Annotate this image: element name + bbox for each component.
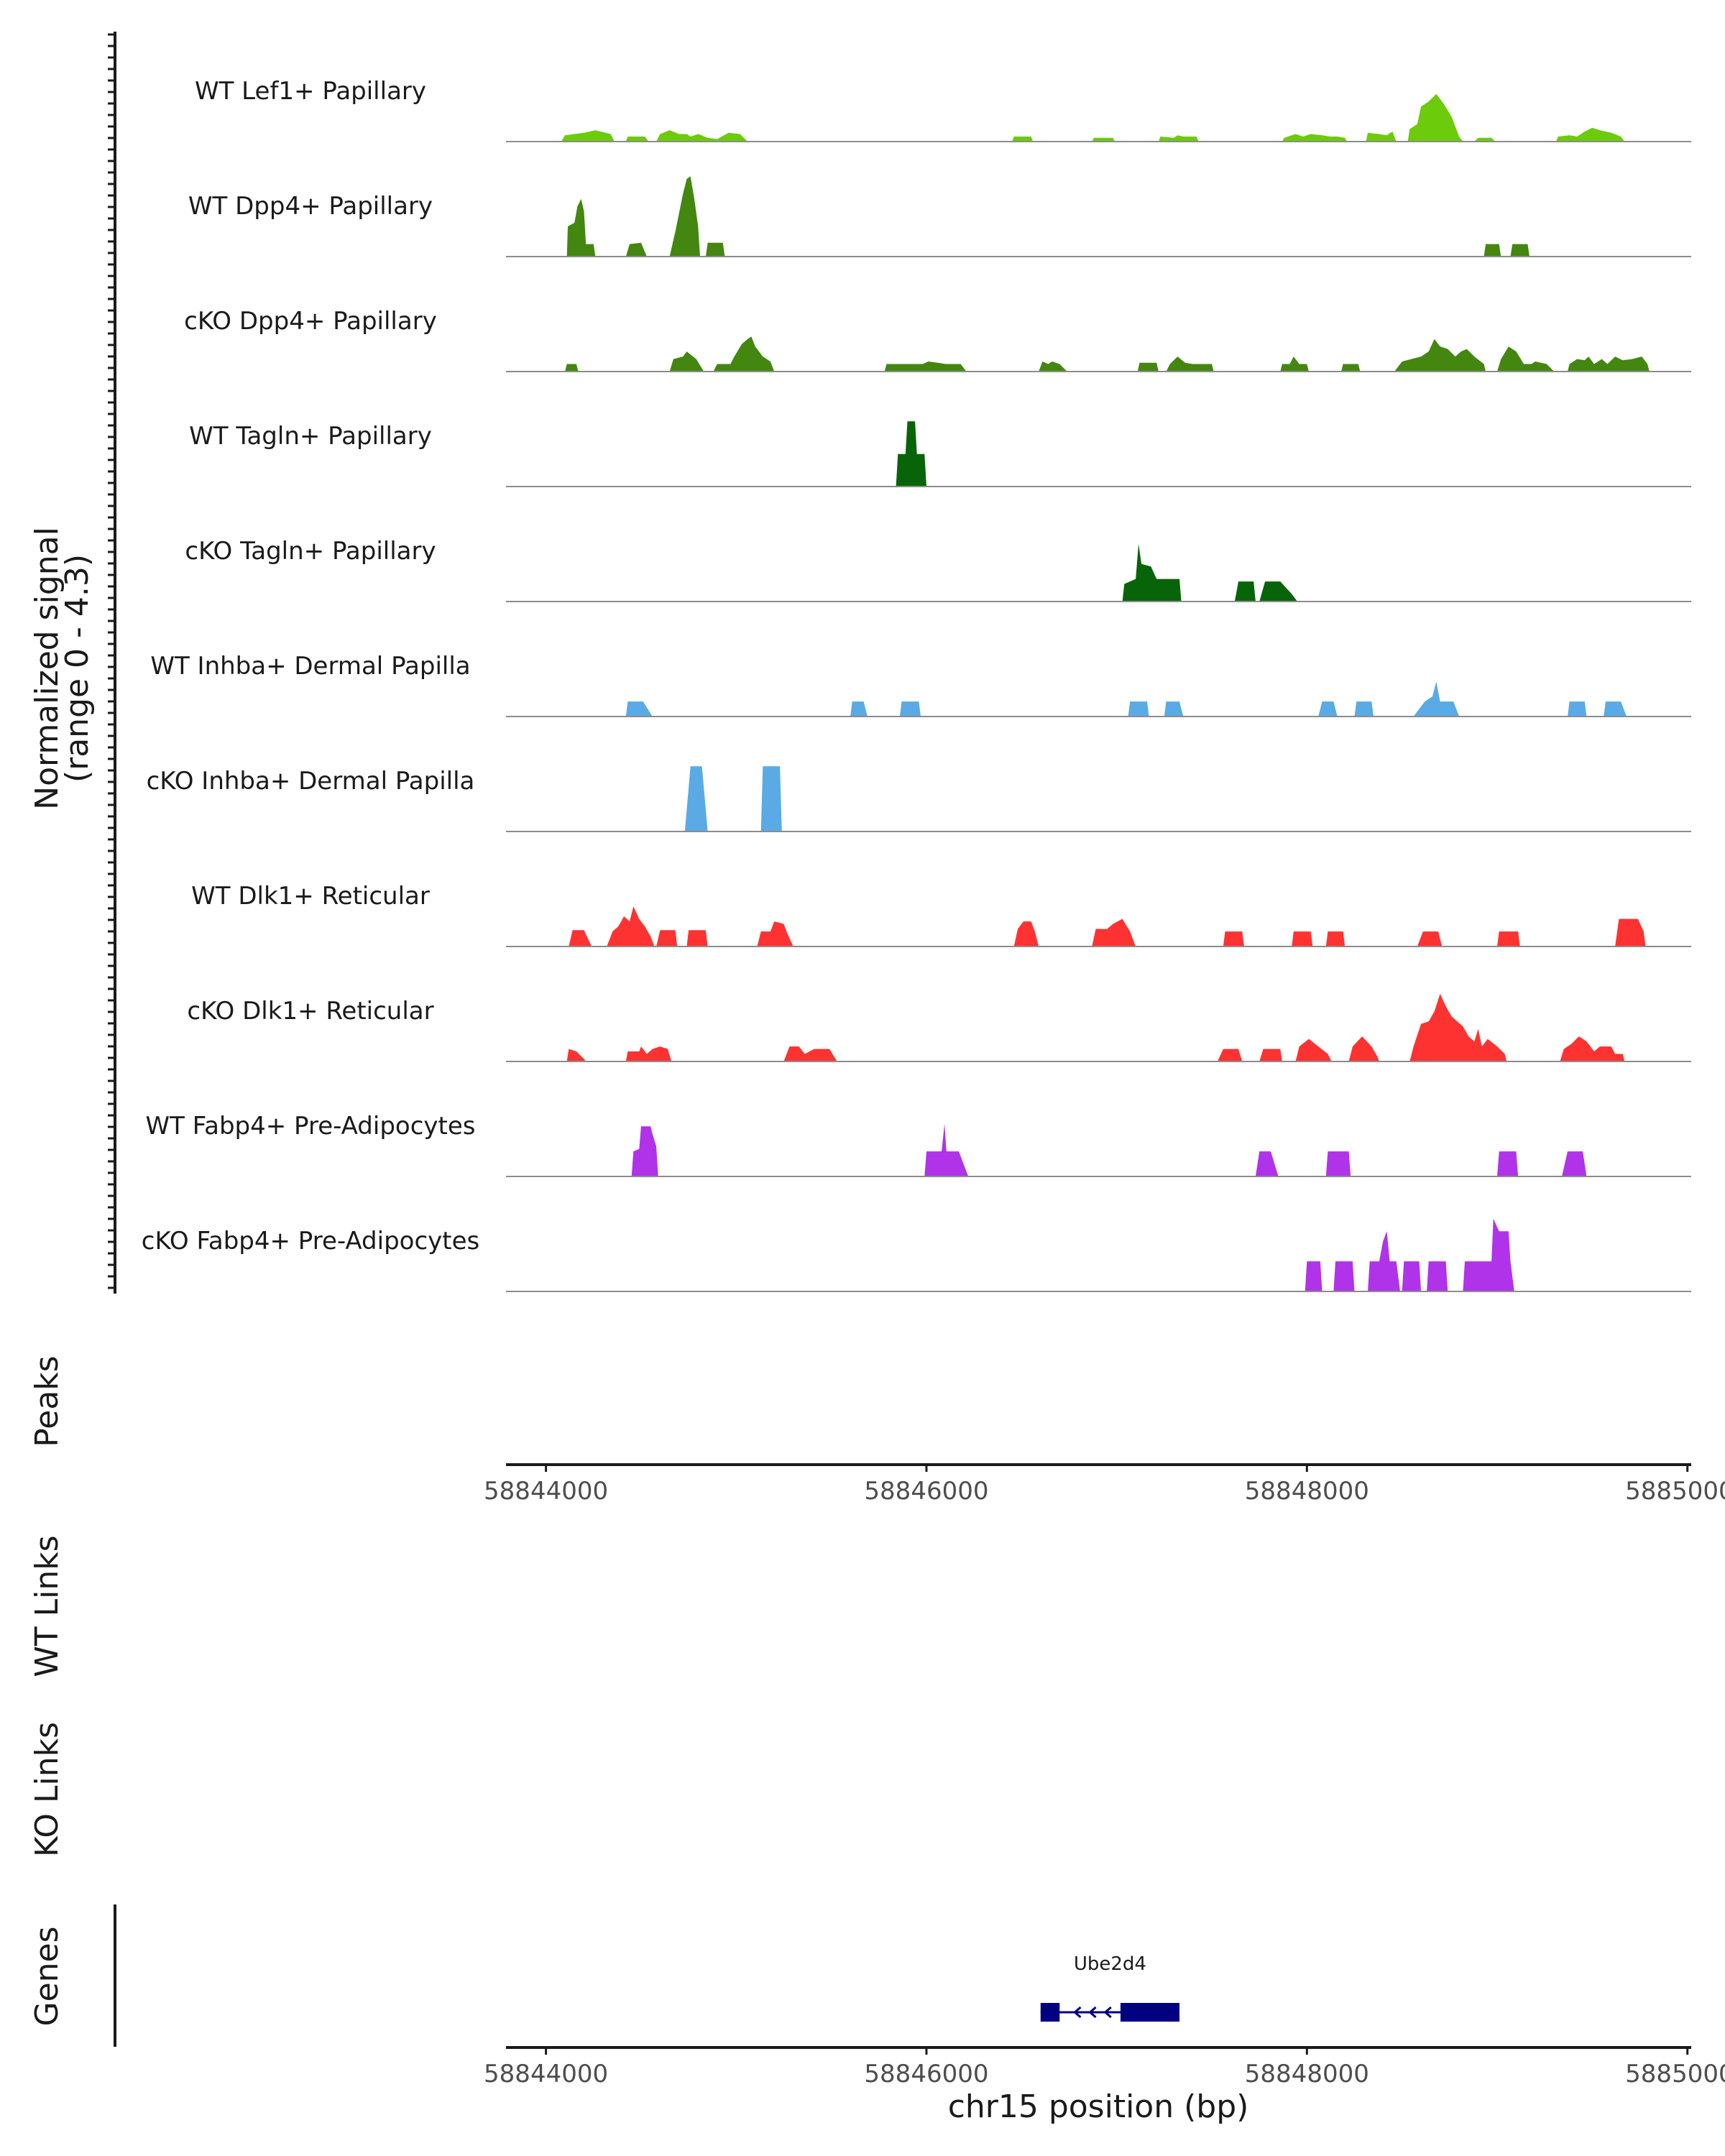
genes-x-axis-ticks: 58844000 58846000 58848000 58850000 (484, 2047, 1725, 2088)
track-label-cko-inhba-dermal-papilla: cKO Inhba+ Dermal Papilla (147, 767, 475, 796)
peaks-panel: Peaks 58844000 58846000 58848000 58850000 (29, 1355, 1725, 1506)
track-label-wt-dlk1-reticular: WT Dlk1+ Reticular (191, 882, 430, 911)
coverage-y-axis-title-line1: Normalized signal (29, 527, 65, 810)
x-axis-title: chr15 position (bp) (948, 2088, 1249, 2125)
track-wt-dpp4-papillary: WT Dpp4+ Papillary (188, 176, 1691, 257)
genes-x-tick-label: 58850000 (1625, 2060, 1725, 2088)
gene-label-ube2d4: Ube2d4 (1074, 1953, 1146, 1975)
track-label-cko-dlk1-reticular: cKO Dlk1+ Reticular (187, 997, 433, 1026)
coverage-area-cko-fabp4-pre-adipocytes (1305, 1218, 1514, 1291)
coverage-area-cko-inhba-dermal-papilla (684, 766, 782, 831)
track-label-cko-tagln-papillary: cKO Tagln+ Papillary (185, 537, 436, 566)
genes-x-tick-label: 58848000 (1245, 2060, 1369, 2088)
wt-links-panel-title: WT Links (29, 1535, 65, 1677)
gene-strand-arrow (1073, 2006, 1082, 2019)
genes-x-tick-label: 58846000 (864, 2060, 988, 2088)
track-wt-tagln-papillary: WT Tagln+ Papillary (189, 421, 1691, 487)
gene-strand-arrow (1103, 2006, 1112, 2019)
track-label-wt-inhba-dermal-papilla: WT Inhba+ Dermal Papilla (150, 652, 470, 681)
track-cko-inhba-dermal-papilla: cKO Inhba+ Dermal Papilla (147, 766, 1691, 832)
peaks-panel-title: Peaks (29, 1355, 65, 1447)
track-wt-inhba-dermal-papilla: WT Inhba+ Dermal Papilla (150, 652, 1691, 717)
coverage-area-wt-tagln-papillary (896, 421, 926, 487)
coverage-area-wt-inhba-dermal-papilla (625, 681, 1627, 717)
gene-exon (1120, 2003, 1179, 2022)
gene-exon (1040, 2003, 1060, 2022)
track-cko-tagln-papillary: cKO Tagln+ Papillary (185, 537, 1691, 602)
peaks-x-tick-label: 58848000 (1245, 1477, 1369, 1506)
track-wt-dlk1-reticular: WT Dlk1+ Reticular (191, 882, 1691, 947)
track-label-wt-dpp4-papillary: WT Dpp4+ Papillary (188, 192, 433, 221)
peaks-x-axis-ticks: 58844000 58846000 58848000 58850000 (484, 1465, 1725, 1506)
genes-panel-title: Genes (29, 1926, 65, 2026)
gene-ube2d4: Ube2d4 (1040, 1953, 1179, 2022)
ko-links-panel-title: KO Links (29, 1722, 65, 1857)
peaks-x-tick-label: 58850000 (1625, 1477, 1725, 1506)
coverage-area-wt-dpp4-papillary (566, 176, 1530, 257)
track-label-cko-dpp4-papillary: cKO Dpp4+ Papillary (184, 307, 437, 336)
coverage-area-cko-dlk1-reticular (566, 993, 1625, 1061)
coverage-area-cko-dpp4-papillary (565, 336, 1650, 372)
coverage-area-wt-fabp4-pre-adipocytes (631, 1123, 1587, 1176)
ko-links-panel: KO Links (29, 1722, 65, 1857)
track-label-cko-fabp4-pre-adipocytes: cKO Fabp4+ Pre-Adipocytes (142, 1227, 480, 1256)
track-wt-lef1-papillary: WT Lef1+ Papillary (195, 77, 1691, 142)
track-label-wt-lef1-papillary: WT Lef1+ Papillary (195, 77, 426, 106)
track-cko-dpp4-papillary: cKO Dpp4+ Papillary (184, 307, 1691, 372)
genes-x-tick-label: 58844000 (484, 2060, 608, 2088)
gene-strand-arrow (1088, 2006, 1097, 2019)
genes-panel: Genes Ube2d4 58844000 58846000 58848000 588… (29, 1904, 1725, 2125)
track-cko-dlk1-reticular: cKO Dlk1+ Reticular (187, 993, 1691, 1062)
track-cko-fabp4-pre-adipocytes: cKO Fabp4+ Pre-Adipocytes (142, 1218, 1691, 1292)
coverage-panel: WT Lef1+ Papillary WT Dpp4+ Papillary cKO … (29, 32, 1691, 1294)
peaks-x-tick-label: 58846000 (864, 1477, 988, 1506)
track-label-wt-fabp4-pre-adipocytes: WT Fabp4+ Pre-Adipocytes (146, 1112, 476, 1141)
coverage-tracks: WT Lef1+ Papillary WT Dpp4+ Papillary cKO … (142, 77, 1691, 1292)
coverage-area-wt-lef1-papillary (561, 93, 1625, 142)
gene-models: Ube2d4 (1040, 1953, 1179, 2022)
coverage-area-cko-tagln-papillary (1122, 543, 1298, 602)
coverage-y-axis-title-line2: (range 0 - 4.3) (59, 554, 96, 783)
track-label-wt-tagln-papillary: WT Tagln+ Papillary (189, 422, 432, 451)
coverage-y-ticks (108, 33, 115, 1289)
wt-links-panel: WT Links (29, 1535, 65, 1677)
track-wt-fabp4-pre-adipocytes: WT Fabp4+ Pre-Adipocytes (146, 1112, 1691, 1177)
peaks-x-tick-label: 58844000 (484, 1477, 608, 1506)
coverage-area-wt-dlk1-reticular (569, 906, 1646, 946)
